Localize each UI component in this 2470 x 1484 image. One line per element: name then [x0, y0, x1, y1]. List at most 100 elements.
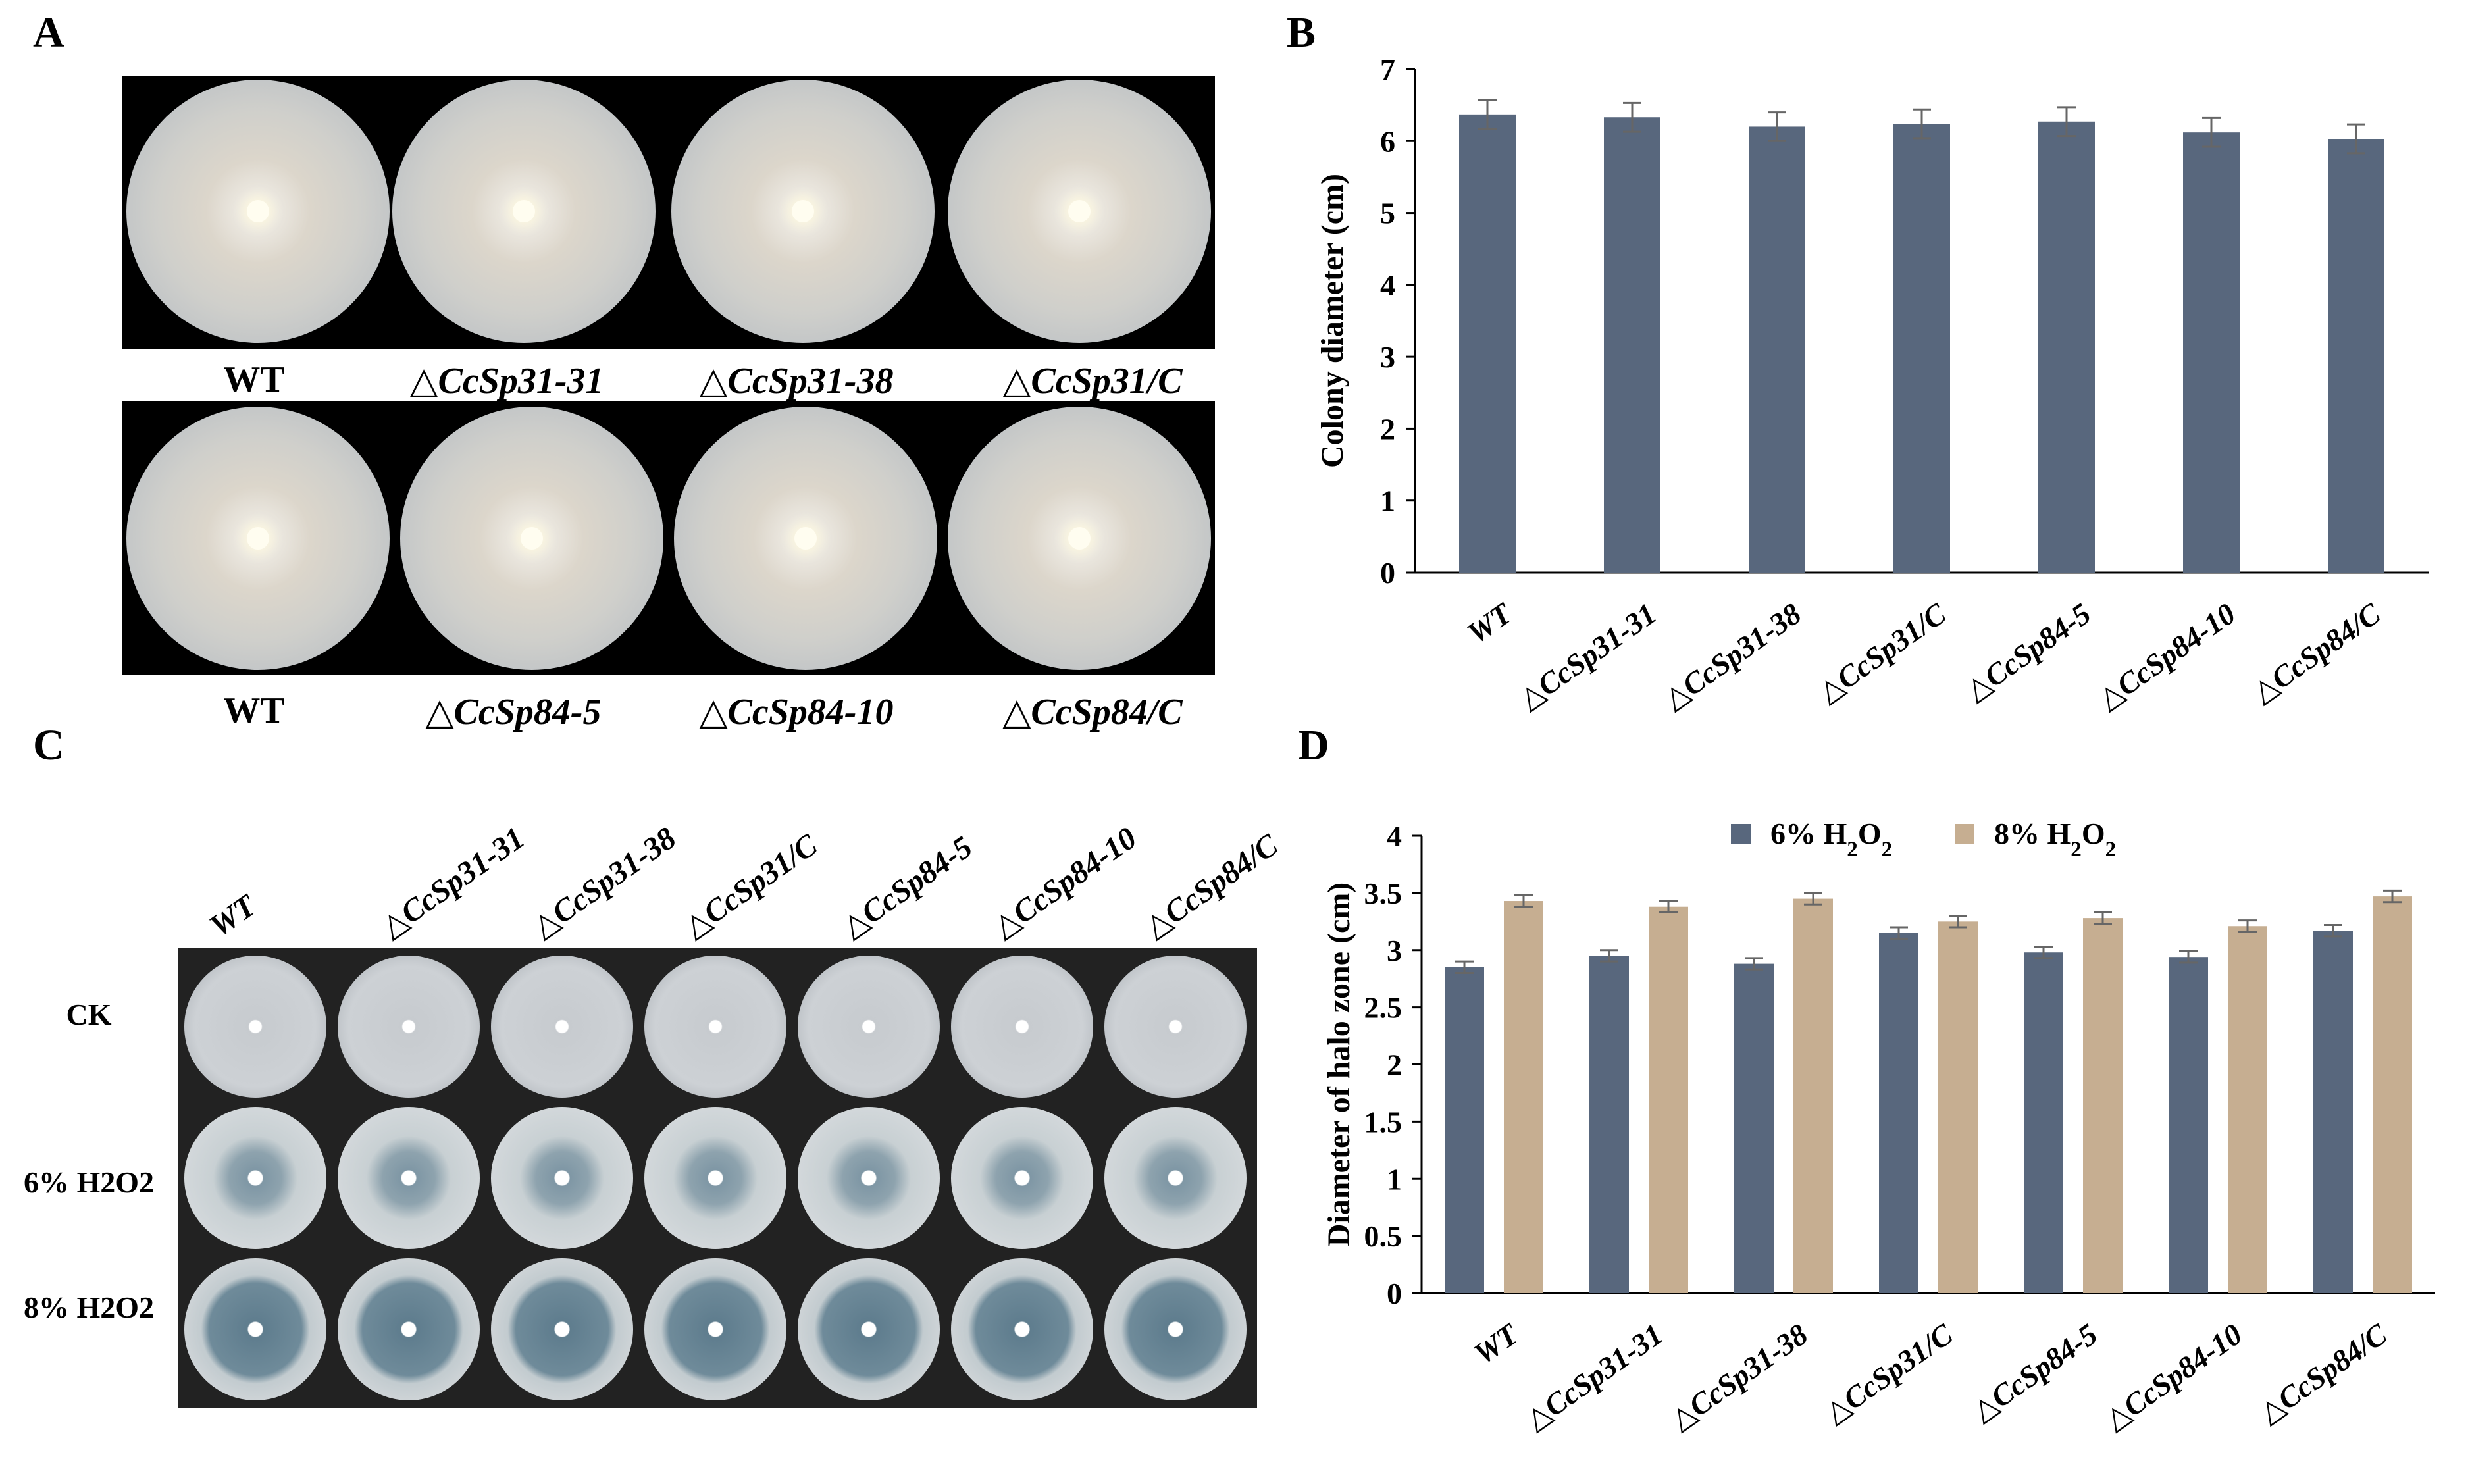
y-tick-label: 3	[1387, 934, 1402, 967]
colony-plate	[392, 80, 656, 343]
y-axis-label: Colony diameter (cm)	[1315, 174, 1350, 468]
panel-label-d: D	[1298, 721, 1329, 769]
y-tick-label: 0.5	[1364, 1219, 1402, 1253]
dish-6pct	[644, 1107, 786, 1249]
dish-ck	[1104, 956, 1247, 1098]
x-tick-label: △CcSp84-10	[2092, 596, 2242, 715]
dish-8pct	[338, 1258, 480, 1400]
bar	[2083, 918, 2123, 1293]
strain-label: △CcSp31/C	[1002, 361, 1183, 401]
colony-plate	[948, 80, 1211, 343]
row-label: 8% H2O2	[23, 1291, 155, 1324]
dish-8pct	[184, 1258, 326, 1400]
bar	[1734, 963, 1774, 1293]
y-tick-label: 2	[1387, 1048, 1402, 1082]
dish-8pct	[491, 1258, 633, 1400]
legend-swatch	[1955, 824, 1974, 844]
strain-label: △CcSp31-31	[409, 361, 604, 401]
panel-label-c: C	[33, 721, 64, 769]
bar	[2183, 132, 2240, 573]
legend-swatch	[1731, 824, 1751, 844]
y-axis-label: Diameter of halo zone (cm)	[1322, 883, 1356, 1247]
dish-ck	[491, 956, 633, 1098]
y-tick-label: 5	[1380, 197, 1395, 230]
bar	[2228, 926, 2267, 1293]
colony-photo-strip-1	[122, 76, 1215, 349]
bar	[1504, 901, 1543, 1293]
dish-6pct	[798, 1107, 940, 1249]
x-tick-label: △CcSp84-5	[1959, 596, 2097, 707]
x-tick-label: △CcSp84-5	[1966, 1317, 2103, 1427]
strain-label: WT	[223, 690, 285, 731]
dish-8pct	[1104, 1258, 1247, 1400]
dish-ck	[798, 956, 940, 1098]
colony-plate	[671, 80, 935, 343]
y-tick-label: 0	[1380, 556, 1395, 590]
bar	[1879, 933, 1918, 1293]
strain-label: △CcSp31-38	[699, 361, 894, 401]
strain-label: △CcSp84/C	[1002, 692, 1183, 732]
x-tick-label: △CcSp84/C	[2246, 596, 2387, 709]
colony-plate	[400, 407, 663, 670]
x-tick-label: △CcSp31-31	[1519, 1317, 1669, 1436]
column-label: △CcSp84-10	[987, 820, 1143, 945]
bar	[1793, 898, 1833, 1293]
legend-label: 8% H2O2	[1994, 817, 2116, 861]
halo-zone-chart: 0 0.5 1 1.5 2 2.5 3 3.5 4 Diameter of halo zone (…	[1322, 817, 2435, 1436]
y-tick-label: 3	[1380, 340, 1395, 374]
dish-ck	[644, 956, 786, 1098]
y-tick-label: 4	[1380, 269, 1395, 302]
dish-ck	[338, 956, 480, 1098]
x-tick-label: △CcSp31/C	[1812, 596, 1953, 709]
x-tick-label: △CcSp31-38	[1657, 596, 1807, 715]
strain-label: WT	[223, 359, 285, 400]
bar	[2169, 957, 2208, 1293]
bar	[1649, 906, 1688, 1293]
colony-plate	[674, 407, 937, 670]
row-label: 6% H2O2	[23, 1165, 155, 1199]
dish-6pct	[491, 1107, 633, 1249]
x-tick-label: △CcSp31/C	[1818, 1317, 1959, 1429]
bar	[1589, 956, 1629, 1293]
y-tick-label: 2	[1380, 412, 1395, 446]
strain-label: △CcSp84-5	[425, 692, 602, 732]
dish-6pct	[338, 1107, 480, 1249]
colony-diameter-chart: 0 1 2 3 4 5 6 7 Colony diameter (cm) WT△CcSp31-31…	[1315, 53, 2429, 715]
colony-plate	[948, 407, 1211, 670]
bar	[2373, 896, 2412, 1293]
x-tick-label: △CcSp84-10	[2098, 1317, 2248, 1436]
dish-6pct	[184, 1107, 326, 1249]
column-label: WT	[203, 888, 263, 944]
colony-plate	[126, 80, 390, 343]
x-tick-label: △CcSp84/C	[2253, 1317, 2394, 1429]
dish-6pct	[951, 1107, 1093, 1249]
y-tick-label: 3.5	[1364, 877, 1402, 910]
bar	[1459, 114, 1516, 573]
bar	[1893, 124, 1950, 573]
dish-ck	[951, 956, 1093, 1098]
y-tick-label: 1	[1387, 1162, 1402, 1196]
bar	[2024, 952, 2063, 1293]
bar	[2313, 931, 2353, 1293]
column-label: △CcSp31-31	[374, 820, 531, 945]
row-label: CK	[66, 998, 112, 1031]
y-tick-label: 2.5	[1364, 991, 1402, 1025]
dish-8pct	[951, 1258, 1093, 1400]
column-label: △CcSp84-5	[835, 829, 979, 945]
bar	[2328, 139, 2384, 573]
strain-label: △CcSp84-10	[699, 692, 894, 732]
legend-label: 6% H2O2	[1770, 817, 1892, 861]
x-tick-label: WT	[1461, 596, 1518, 650]
dish-6pct	[1104, 1107, 1247, 1249]
panel-label-a: A	[33, 9, 64, 57]
y-tick-label: 7	[1380, 53, 1395, 86]
colony-plate	[126, 407, 390, 670]
dish-ck	[184, 956, 326, 1098]
bar	[1938, 921, 1978, 1293]
x-tick-label: WT	[1468, 1316, 1525, 1370]
y-tick-label: 6	[1380, 124, 1395, 158]
bar	[2038, 121, 2095, 573]
bar	[1749, 126, 1805, 573]
column-label: △CcSp84/C	[1138, 827, 1285, 945]
bar	[1445, 967, 1484, 1293]
